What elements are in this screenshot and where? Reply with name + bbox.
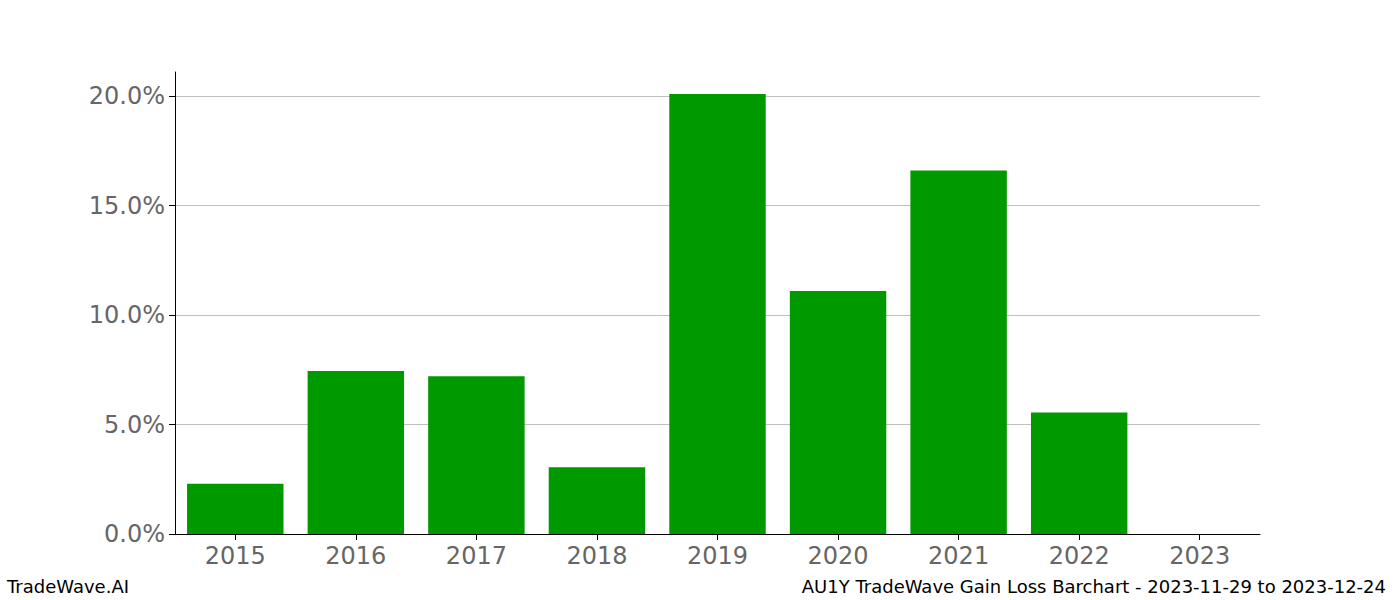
svg-text:10.0%: 10.0%: [89, 301, 165, 329]
svg-text:2015: 2015: [205, 542, 266, 570]
svg-text:2017: 2017: [446, 542, 507, 570]
svg-text:AU1Y TradeWave Gain Loss Barch: AU1Y TradeWave Gain Loss Barchart - 2023…: [802, 576, 1386, 597]
svg-text:0.0%: 0.0%: [104, 520, 165, 548]
svg-text:20.0%: 20.0%: [89, 82, 165, 110]
svg-text:15.0%: 15.0%: [89, 192, 165, 220]
svg-text:2023: 2023: [1169, 542, 1230, 570]
svg-text:2018: 2018: [566, 542, 627, 570]
svg-text:2016: 2016: [325, 542, 386, 570]
svg-text:2022: 2022: [1049, 542, 1110, 570]
svg-text:2020: 2020: [808, 542, 869, 570]
svg-text:5.0%: 5.0%: [104, 411, 165, 439]
svg-text:2021: 2021: [928, 542, 989, 570]
svg-text:2019: 2019: [687, 542, 748, 570]
svg-text:TradeWave.AI: TradeWave.AI: [6, 576, 129, 597]
